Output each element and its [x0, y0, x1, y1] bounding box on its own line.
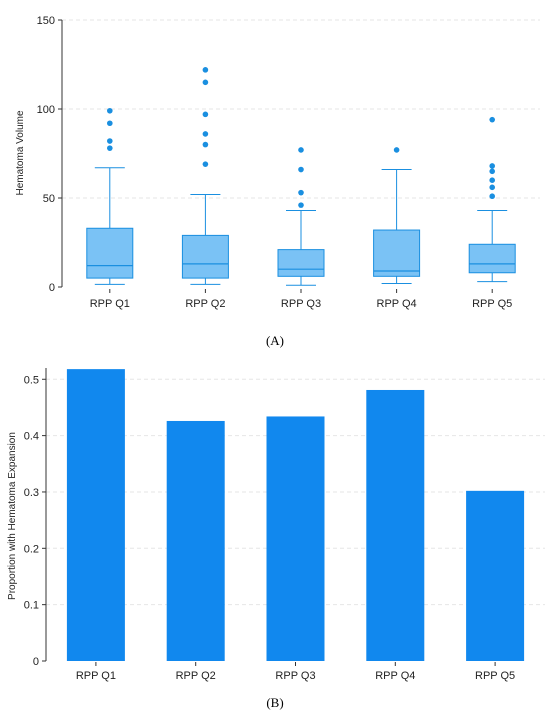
outlier-point: [202, 67, 209, 73]
outlier-point: [202, 79, 209, 86]
bar-chart-x-tick-label: RPP Q2: [176, 670, 216, 682]
panel-a-label: (A): [266, 333, 284, 348]
outlier-point: [107, 107, 113, 114]
outlier-point: [393, 147, 400, 153]
outlier-point: [298, 166, 304, 173]
box-plot-y-ticks: 0 50 100 150: [37, 15, 62, 294]
box-plot-x-tick-label: RPP Q1: [90, 298, 130, 310]
box-plot-x-ticks: RPP Q1 RPP Q2 RPP Q3 RPP Q4 RPP Q5: [90, 289, 512, 310]
box-plot-panel: 0 50 100 150 RPP Q1 RPP Q2 RPP Q3 RPP Q4 RPP Q5…: [15, 15, 540, 348]
box-plot-box-2: [181, 67, 229, 285]
bar-chart-x-ticks: RPP Q1 RPP Q2 RPP Q3 RPP Q4 RPP Q5: [76, 662, 515, 682]
box-plot-y-tick-label: 100: [37, 104, 55, 116]
box-plot-y-axis-label: Hematoma Volume: [15, 110, 26, 195]
interquartile-box: [373, 229, 421, 277]
bar-chart-panel: 00.10.20.30.40.5 RPP Q1 RPP Q2 RPP Q3 RPP Q…: [7, 368, 545, 710]
box-plot-x-tick-label: RPP Q3: [281, 298, 321, 310]
bar-chart-x-tick-label: RPP Q4: [375, 670, 415, 682]
outlier-point: [107, 138, 113, 144]
outlier-point: [489, 168, 496, 175]
box-plot-box-3: [277, 147, 325, 286]
box-plot-box-1: [86, 107, 134, 285]
outlier-point: [202, 141, 209, 148]
bar-chart-y-axis-label: Proportion with Hematoma Expansion: [7, 432, 18, 600]
bar-chart-x-tick-label: RPP Q1: [76, 670, 116, 682]
box-plot-y-tick-label: 50: [43, 193, 55, 205]
interquartile-box: [468, 243, 516, 274]
bar-3: [266, 416, 325, 661]
box-plot-y-tick-label: 150: [37, 15, 55, 27]
bar-4: [366, 389, 425, 661]
bar-1: [66, 369, 125, 661]
panel-b-label: (B): [266, 695, 283, 710]
box-plot-box-4: [373, 147, 421, 284]
bar-chart-series: [66, 369, 525, 661]
outlier-point: [202, 111, 209, 118]
outlier-point: [489, 163, 496, 169]
outlier-point: [489, 193, 496, 200]
box-plot-x-tick-label: RPP Q4: [377, 298, 417, 310]
bar-chart-y-tick-label: 0.2: [24, 543, 39, 555]
bar-5: [466, 490, 525, 661]
box-plot-box-5: [468, 116, 516, 283]
outlier-point: [107, 120, 113, 127]
outlier-point: [202, 161, 209, 167]
bar-2: [166, 420, 225, 661]
bar-chart-y-ticks: 0 0.1 0.2 0.3 0.4 0.5: [24, 374, 46, 668]
box-plot-x-tick-label: RPP Q5: [472, 298, 512, 310]
interquartile-box: [181, 234, 229, 279]
interquartile-box: [277, 249, 325, 277]
bar-chart-y-tick-label: 0.3: [24, 487, 39, 499]
box-plot-x-tick-label: RPP Q2: [185, 298, 225, 310]
box-plot-series: [86, 67, 516, 286]
bar-chart-x-tick-label: RPP Q3: [275, 670, 315, 682]
box-plot-gridlines: [62, 19, 540, 199]
outlier-point: [298, 147, 304, 153]
bar-chart-x-tick-label: RPP Q5: [475, 670, 515, 682]
bar-chart-y-tick-label: 0.5: [24, 374, 39, 386]
interquartile-box: [86, 227, 134, 279]
bar-chart-gridlines: [46, 378, 545, 606]
bar-chart-y-tick-label: 0.4: [24, 431, 39, 443]
outlier-point: [489, 116, 496, 123]
outlier-point: [489, 184, 496, 191]
outlier-point: [298, 202, 304, 208]
outlier-point: [489, 177, 496, 183]
outlier-point: [202, 131, 209, 137]
box-plot-y-tick-label: 0: [49, 282, 55, 294]
outlier-point: [298, 189, 304, 196]
outlier-point: [107, 145, 113, 151]
bar-chart-y-tick-label: 0: [33, 656, 39, 668]
bar-chart-y-tick-label: 0.1: [24, 600, 39, 612]
